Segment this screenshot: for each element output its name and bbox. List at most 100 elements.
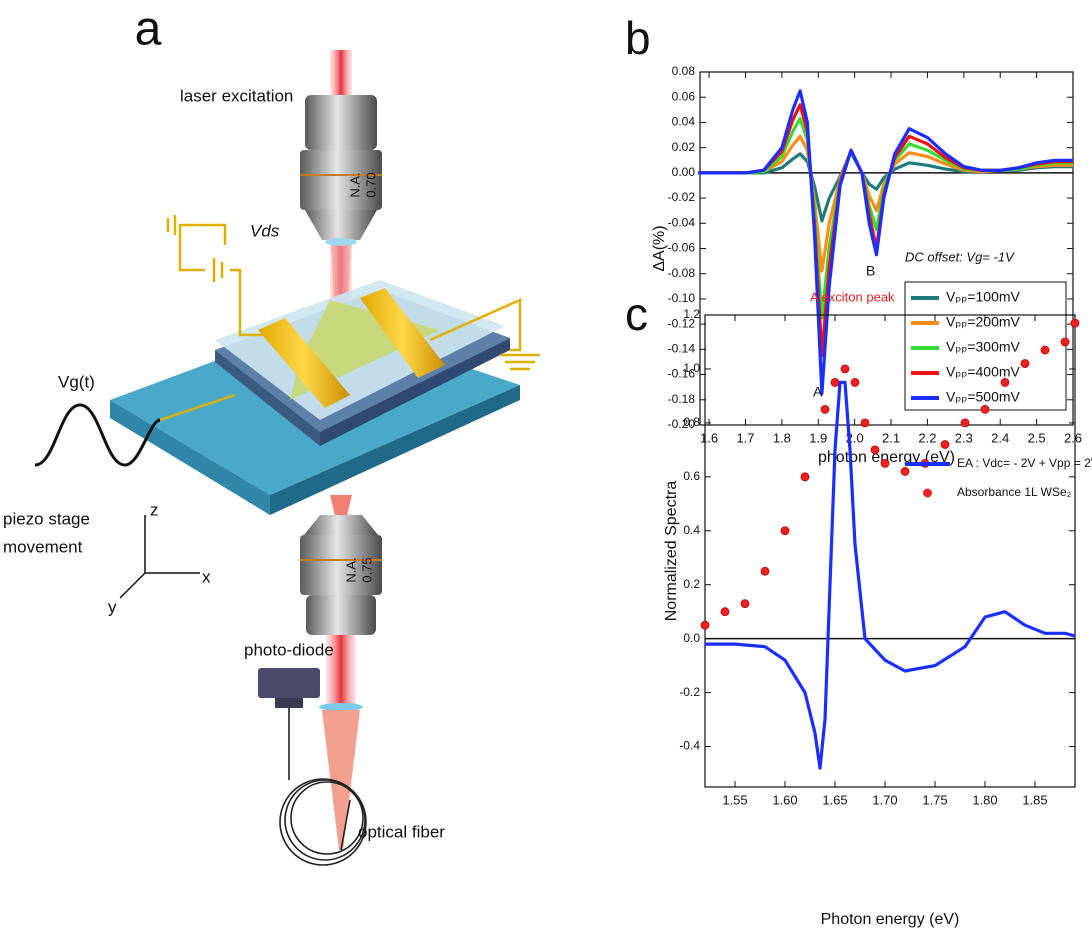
scatter-point [830,378,840,387]
label: y [108,597,117,616]
y-tick-label: 1.2 [683,307,700,321]
scatter-point [760,566,770,576]
y-tick-label: -0.4 [679,739,700,753]
label: movement [3,537,83,556]
annotation: DC offset: Vg= -1V [905,249,1015,264]
x-tick-label: 1.8 [773,430,791,445]
x-tick-label: 1.70 [872,792,897,807]
panel-label: a [135,3,162,56]
x-tick-label: 1.7 [736,430,754,445]
x-tick-label: 2.1 [882,430,900,445]
y-tick-label: -0.08 [668,266,696,280]
y-axis-label: ΔA(%) [651,225,668,271]
scatter-point [1040,345,1050,355]
label: photo-diode [244,640,334,659]
y-tick-label: -0.20 [668,417,696,431]
scatter-point [740,599,750,608]
line-series [698,134,1073,273]
wires [159,215,540,422]
sine-wave [34,403,161,467]
label: N.A. [343,557,358,582]
objective: N.A. 0.75 [300,515,382,635]
label: Vds [250,221,280,240]
line-series [698,89,1073,396]
x-tick-label: 2.6 [1064,430,1082,445]
scatter-point [1070,318,1080,328]
scatter-point [820,404,830,414]
scatter-point [840,364,850,374]
y-tick-label: -0.12 [668,316,696,330]
legend-label: Vₚₚ=300mV [946,339,1021,355]
y-tick-label: 1.0 [683,361,700,375]
label: 0.75 [359,557,374,582]
scatter-point [1000,378,1010,387]
scatter-point [960,418,970,428]
y-tick-label: -0.16 [668,367,696,381]
y-axis-label: Normalized Spectra [663,481,680,622]
y-tick-label: 0.00 [672,165,696,179]
legend-label: Vₚₚ=100mV [946,289,1021,305]
x-tick-label: 1.85 [1022,792,1047,807]
scatter-point [980,404,990,414]
x-tick-label: 2.3 [955,430,973,445]
x-axis-label: Photon energy (eV) [821,911,960,928]
scatter-point [700,620,710,630]
fiber [279,708,367,866]
photodiode [275,698,303,708]
y-tick-label: -0.18 [668,392,696,406]
legend-label: Vₚₚ=500mV [946,389,1021,405]
y-tick-label: -0.2 [679,685,700,699]
y-tick-label: -0.10 [668,291,696,305]
beam-cone [322,710,360,850]
label: piezo stage [3,509,90,528]
y-tick-label: 0.02 [672,140,696,154]
laser-beam [326,635,356,705]
annotation: A [813,384,823,400]
scatter-point [870,445,880,455]
x-tick-label: 2.5 [1028,430,1046,445]
plot-frame [704,314,1076,788]
label: optical fiber [358,822,445,841]
x-tick-label: 2.4 [991,430,1009,445]
x-tick-label: 1.60 [772,792,797,807]
panel-label: b [625,12,651,64]
panel-label: c [625,288,648,340]
annotation: B [866,263,875,279]
scatter-point [880,458,890,468]
y-tick-label: 0.0 [683,631,700,645]
scatter-point [780,526,790,536]
x-tick-label: 1.6 [700,430,718,445]
x-tick-label: 2.2 [918,430,936,445]
x-axis-label: photon energy (eV) [818,449,955,466]
legend-marker [923,488,932,498]
y-tick-label: 0.04 [672,115,696,129]
y-tick-label: 0.2 [683,577,700,591]
chip [110,280,520,515]
legend-label: EA : Vdc= - 2V + Vpp = 2V [957,456,1092,470]
legend-label: Vₚₚ=200mV [946,314,1021,330]
scatter-point [900,467,910,476]
label: Vg(t) [58,372,95,391]
y-tick-label: 0.06 [672,89,696,103]
label: 0.70 [363,172,378,197]
annotation: A exciton peak [810,289,895,304]
y-tick-label: 0.8 [683,415,700,429]
x-tick-label: 1.80 [972,792,997,807]
y-tick-label: -0.06 [668,241,696,255]
scatter-point [1060,337,1070,347]
line-series [705,380,1076,770]
scatter-point [720,607,730,617]
y-tick-label: 0.6 [683,469,700,483]
x-tick-label: 1.75 [922,792,947,807]
axes-icon [119,515,200,599]
lens [319,703,363,711]
photodiode [258,668,320,698]
legend-label: Vₚₚ=400mV [946,364,1021,380]
label: z [150,500,159,519]
legend-label: Absorbance 1L WSe₂ [957,485,1072,499]
chart: c 1.2 1.0 0.8 0.6 0.4 0.2 0.0 -0.2 -0.4 1.55 1.60 1.… [625,288,1092,928]
y-tick-label: -0.14 [668,342,696,356]
diagram: a laser excitation N.A. 0.70 Vds Vg(t) p… [3,3,540,866]
